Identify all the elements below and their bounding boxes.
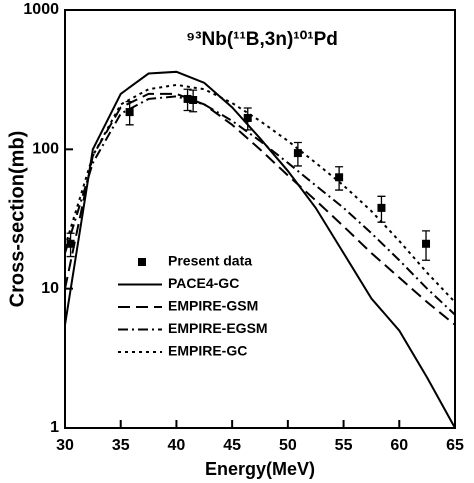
legend-marker	[138, 258, 146, 266]
data-point	[377, 203, 386, 212]
legend-label: PACE4-GC	[168, 275, 239, 291]
legend-label: Present data	[168, 253, 252, 269]
x-tick-label: 60	[390, 437, 408, 454]
x-axis-label: Energy(MeV)	[205, 459, 315, 479]
plot-frame	[64, 9, 456, 429]
x-tick-label: 45	[223, 437, 241, 454]
data-point	[66, 239, 75, 248]
data-point	[189, 95, 198, 104]
legend-label: EMPIRE-GC	[168, 343, 247, 359]
legend-label: EMPIRE-GSM	[168, 298, 258, 314]
data-point	[335, 173, 344, 182]
series-line	[64, 83, 456, 303]
x-tick-label: 65	[446, 437, 464, 454]
series-line	[64, 95, 456, 316]
x-tick-label: 50	[279, 437, 297, 454]
y-tick-label: 1	[50, 419, 59, 436]
x-tick-label: 55	[335, 437, 353, 454]
y-tick-label: 10	[41, 280, 59, 297]
series-line	[64, 92, 456, 326]
chart-title: ⁹³Nb(¹¹B,3n)¹⁰¹Pd	[186, 29, 338, 50]
y-tick-label: 1000	[23, 1, 59, 18]
x-tick-label: 30	[56, 437, 74, 454]
x-tick-label: 35	[112, 437, 130, 454]
data-point	[125, 108, 134, 117]
series-line	[64, 70, 456, 429]
legend-label: EMPIRE-EGSM	[168, 320, 268, 336]
data-point	[243, 113, 252, 122]
data-point	[293, 149, 302, 158]
data-point	[422, 239, 431, 248]
y-tick-label: 100	[32, 141, 59, 158]
x-tick-label: 40	[168, 437, 186, 454]
y-axis-label: Cross-section(mb)	[6, 131, 28, 308]
